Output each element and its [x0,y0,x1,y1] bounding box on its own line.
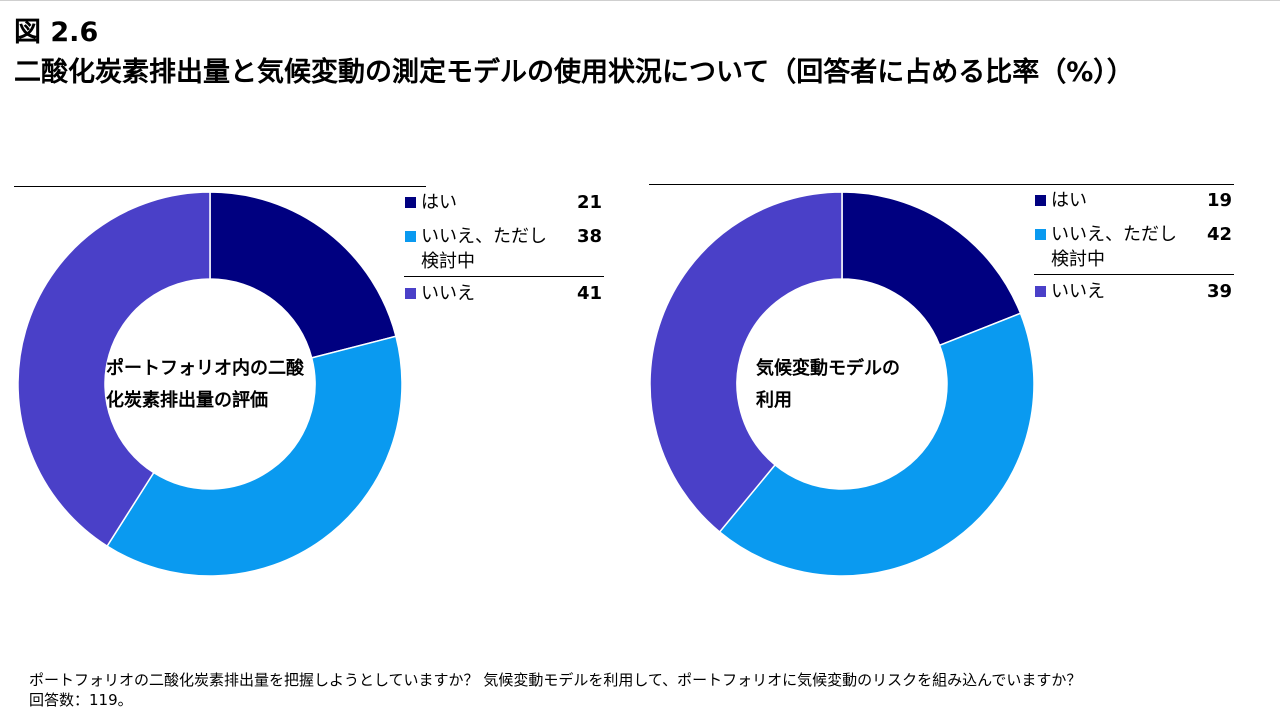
legend-label-line: いいえ、ただし [421,226,547,247]
top-rule [0,0,1280,1]
footnote-question: ポートフォリオの二酸化炭素排出量を把握しようとしていますか？ 気候変動モデルを利… [29,671,1082,689]
donut-center-line: 化炭素排出量の評価 [106,390,268,411]
footnote-respondents: 回答数：119。 [29,691,133,709]
legend-swatch [405,288,416,299]
chart-panel-1: ポートフォリオ内の二酸 化炭素排出量の評価 はい 21 いいえ、ただし 検討中 … [14,186,604,577]
legend-value: 41 [576,283,602,304]
panel-rule-1 [14,186,426,187]
legend-swatch [405,197,416,208]
legend-value: 38 [576,226,602,247]
legend-label-line: 検討中 [421,251,475,272]
legend-2: はい 19 いいえ、ただし 検討中 42 いいえ 39 [1034,184,1234,309]
donut-slice-yes [841,191,1022,347]
donut-center-label-1: ポートフォリオ内の二酸 化炭素排出量の評価 [106,353,326,417]
legend-value: 21 [576,192,602,213]
donut-center-line: ポートフォリオ内の二酸 [106,358,304,379]
legend-value: 19 [1206,190,1232,211]
footnote: ポートフォリオの二酸化炭素排出量を把握しようとしていますか？ 気候変動モデルを利… [29,670,1081,710]
legend-item-considering: いいえ、ただし 検討中 42 [1034,218,1234,274]
legend-label: いいえ [1051,281,1105,302]
donut-chart-2 [649,191,1035,577]
legend-swatch [1035,195,1046,206]
legend-label-line: いいえ、ただし [1051,224,1177,245]
legend-label: はい [421,192,457,213]
donut-slice-considering [718,312,1035,577]
legend-value: 39 [1206,281,1232,302]
chart-title: 二酸化炭素排出量と気候変動の測定モデルの使用状況について（回答者に占める比率（%… [14,57,1134,88]
donut-slice-no [17,191,211,548]
legend-swatch [1035,286,1046,297]
donut-center-line: 気候変動モデルの [756,358,900,379]
figure-label: 図 2.6 [14,17,99,48]
legend-item-yes: はい 21 [404,186,604,220]
donut-center-label-2: 気候変動モデルの 利用 [756,353,946,417]
legend-value: 42 [1206,224,1232,245]
legend-item-considering: いいえ、ただし 検討中 38 [404,220,604,276]
legend-1: はい 21 いいえ、ただし 検討中 38 いいえ 41 [404,186,604,311]
chart-panel-2: 気候変動モデルの 利用 はい 19 いいえ、ただし 検討中 42 いいえ 39 [640,0,1280,720]
legend-item-no: いいえ 39 [1034,274,1234,309]
legend-label: はい [1051,190,1087,211]
legend-label-line: 検討中 [1051,249,1105,270]
donut-slice-no [649,191,843,533]
panel-rule-2 [649,184,1234,185]
donut-chart-1 [17,191,403,577]
legend-swatch [1035,229,1046,240]
donut-slice-considering [106,335,403,577]
donut-slice-yes [209,191,397,359]
legend-label: いいえ、ただし 検討中 [1051,222,1201,272]
donut-center-line: 利用 [756,390,792,411]
legend-label: いいえ [421,283,475,304]
legend-item-yes: はい 19 [1034,184,1234,218]
legend-swatch [405,231,416,242]
legend-item-no: いいえ 41 [404,276,604,311]
legend-label: いいえ、ただし 検討中 [421,224,571,274]
